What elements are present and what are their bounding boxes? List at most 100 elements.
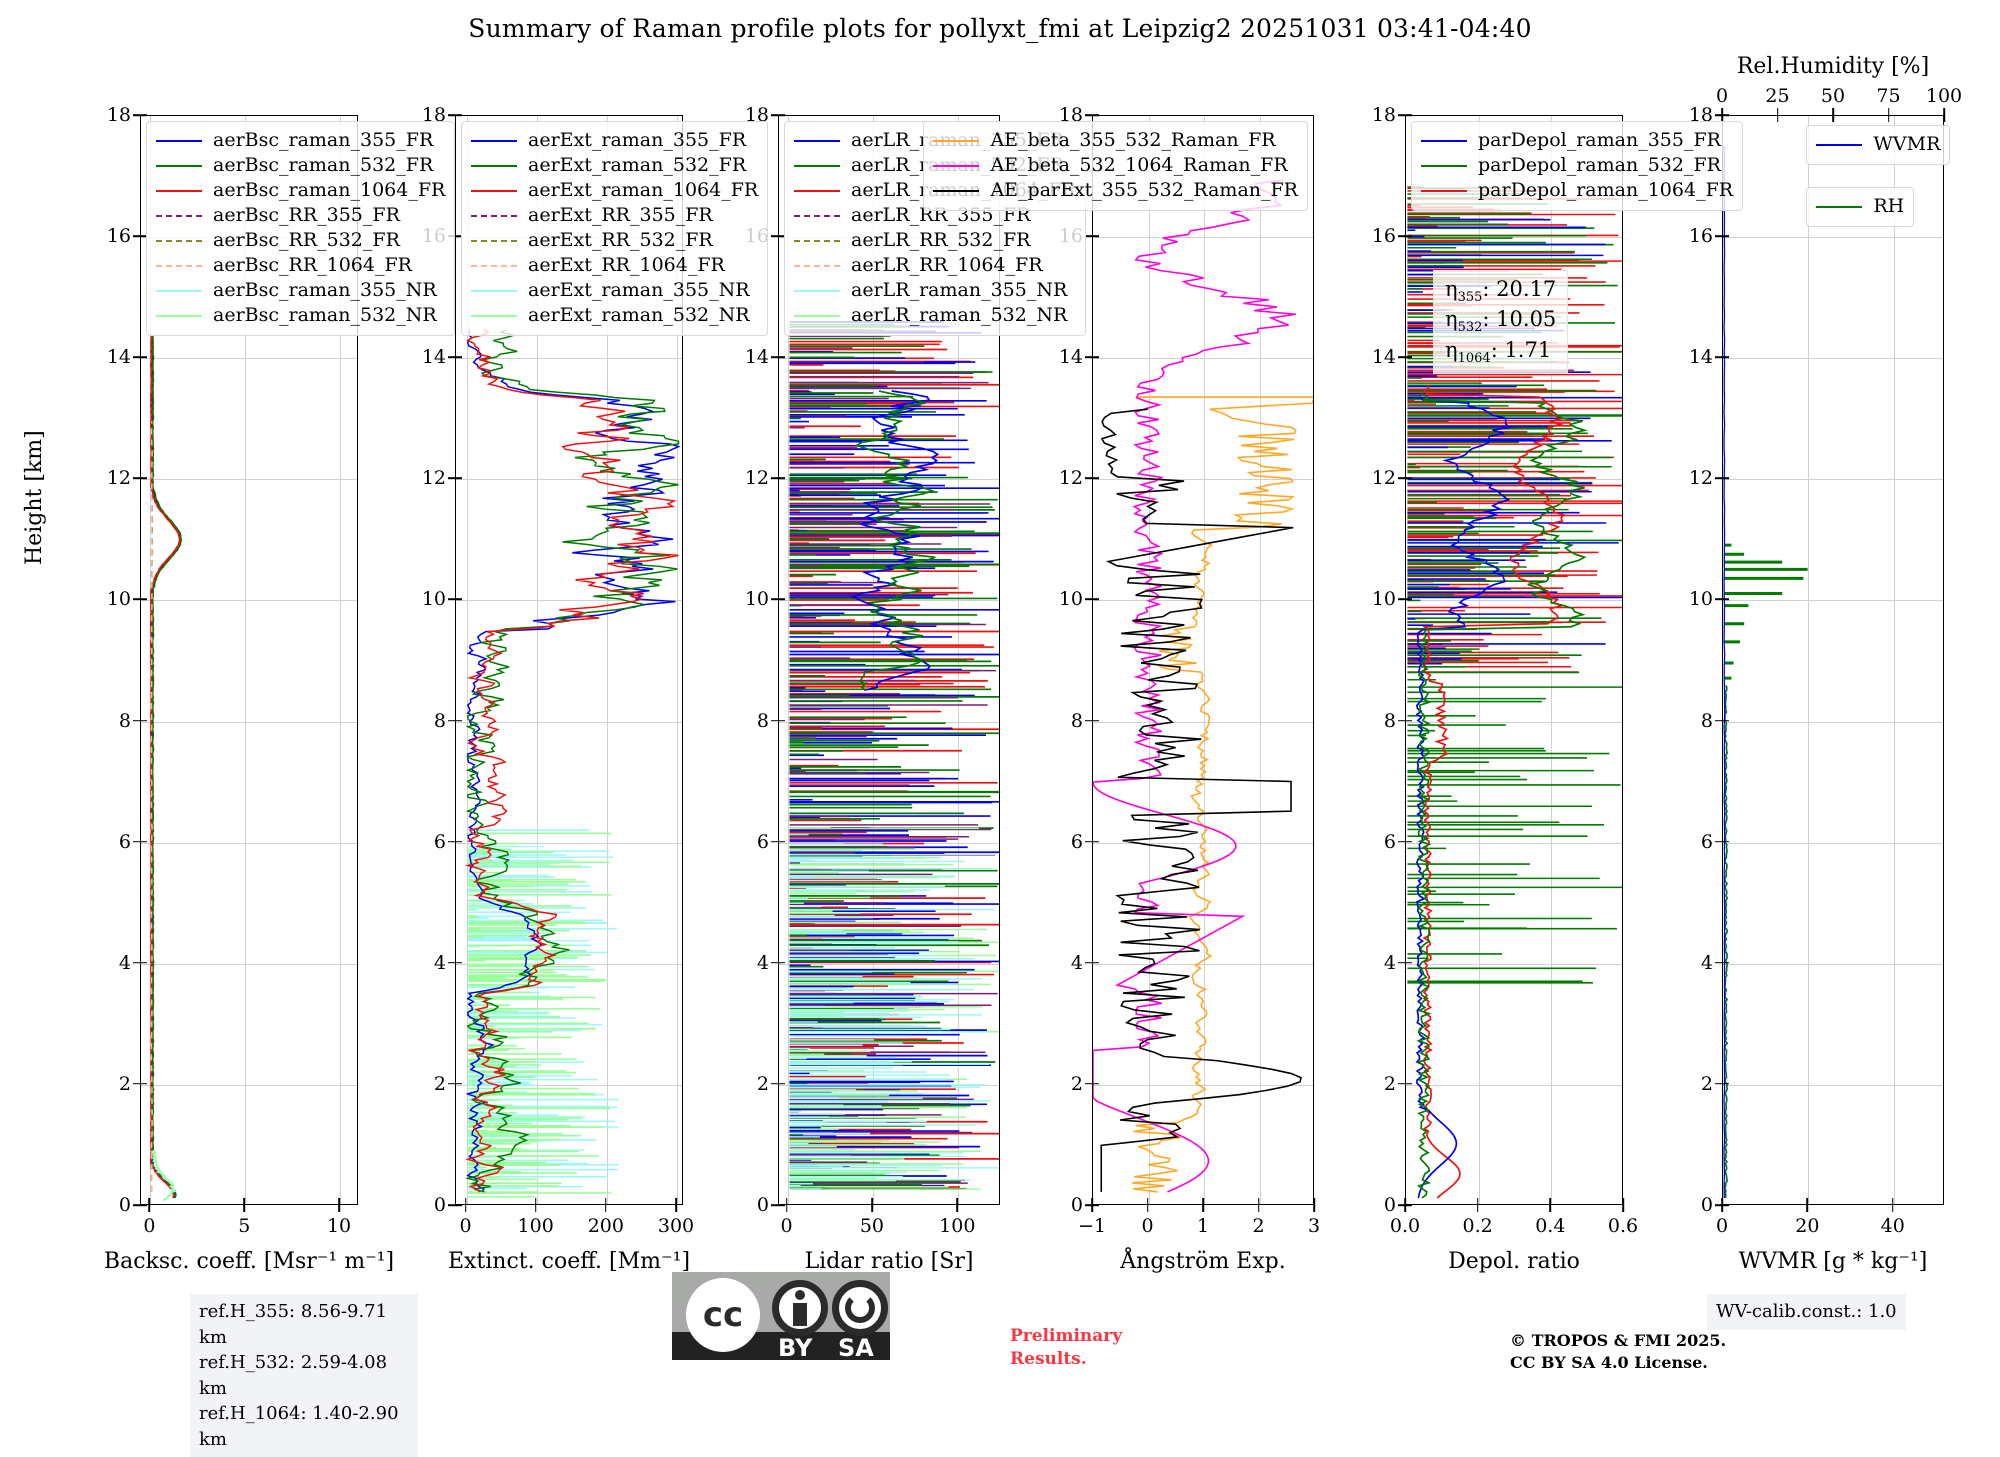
legend-item-RH: RH [1806, 187, 1915, 227]
y-tick-mark [1398, 235, 1412, 237]
y-tick-mark [1085, 1083, 1099, 1085]
gridline-h [456, 842, 682, 844]
legend-extinct: aerExt_raman_355_FR aerExt_raman_532_FR ae… [461, 121, 769, 336]
legend-swatch-icon [1816, 205, 1863, 208]
eta-symbol: η [1445, 307, 1458, 332]
legend-swatch-icon [794, 139, 840, 142]
legend-item-WVMR: WVMR [1806, 125, 1951, 165]
gridline-v [340, 116, 342, 1204]
y-tick-mark [448, 1083, 462, 1085]
eta-symbol: η [1445, 337, 1458, 362]
gridline-h [1406, 600, 1622, 602]
y-tick-label: 16 [1371, 225, 1396, 248]
legend-item-parDepol_raman_1064_FR: parDepol_raman_1064_FR [1421, 178, 1733, 203]
y-tick-label: 12 [106, 467, 131, 490]
series-line [150, 1150, 177, 1202]
gridline-h [456, 358, 682, 360]
y-tick-mark [1715, 598, 1729, 601]
y-tick-mark [1398, 961, 1412, 964]
gridline-h [1093, 963, 1313, 965]
legend-label: aerBsc_RR_1064_FR [213, 254, 412, 276]
series-line [464, 329, 679, 1193]
y-tick-mark [448, 961, 462, 964]
legend-swatch-icon [933, 189, 980, 192]
y-tick-mark [133, 1204, 147, 1206]
gridline-v [1204, 116, 1205, 1204]
top-axis-title: Rel.Humidity [%] [1736, 54, 1930, 79]
y-tick-mark [1715, 356, 1729, 359]
legend-label: aerBsc_raman_532_NR [213, 304, 437, 326]
legend-label: WVMR [1873, 133, 1941, 155]
x-tick-label: 0 [143, 1215, 156, 1237]
gridline-h [1723, 842, 1943, 844]
legend-backsc: aerBsc_raman_355_FR aerBsc_raman_532_FR ae… [146, 121, 456, 336]
y-tick-mark [1398, 1083, 1412, 1085]
y-tick-mark [133, 719, 147, 722]
x-tick-label: 200 [587, 1215, 624, 1237]
y-tick-label: 12 [1688, 467, 1713, 490]
eta-value: : 10.05 [1482, 307, 1557, 332]
y-tick-label: 6 [118, 830, 131, 853]
y-tick-mark [771, 1083, 785, 1085]
y-tick-mark [448, 477, 462, 480]
y-tick-label: 2 [118, 1072, 131, 1095]
y-tick-mark [1085, 477, 1099, 480]
y-tick-mark [771, 356, 785, 359]
eta-row-eta_532: η532: 10.05 [1445, 306, 1556, 336]
y-tick-label: 4 [433, 951, 446, 974]
y-tick-label: 8 [756, 709, 769, 732]
series-line [150, 334, 181, 1199]
y-tick-mark [133, 114, 147, 116]
legend-label: aerExt_raman_532_FR [528, 154, 747, 176]
gridline-h [456, 600, 682, 602]
y-tick-label: 16 [1688, 225, 1713, 248]
gridline-h [1406, 237, 1622, 239]
x-tick-label: 300 [657, 1215, 695, 1237]
y-tick-mark [771, 719, 785, 722]
x-axis-title-depol: Depol. ratio [1448, 1249, 1580, 1274]
x-tick-label: 50 [859, 1215, 885, 1237]
y-tick-label: 0 [1700, 1194, 1713, 1216]
y-tick-mark [771, 598, 785, 601]
y-tick-mark [133, 235, 147, 237]
legend-swatch-icon [156, 189, 202, 192]
y-tick-mark [448, 1204, 462, 1206]
legend-swatch-icon [794, 314, 840, 317]
y-tick-label: 8 [433, 709, 446, 732]
x-tick-label: 0 [1141, 1215, 1154, 1237]
gridline-h [779, 721, 999, 723]
y-tick-mark [133, 961, 147, 964]
y-tick-label: 14 [744, 346, 769, 369]
top-x-tick-mark [1943, 108, 1945, 122]
gridline-h [141, 600, 357, 602]
legend-item-parDepol_raman_355_FR: parDepol_raman_355_FR [1421, 128, 1733, 153]
y-tick-label: 14 [421, 346, 446, 369]
legend-label: aerLR_RR_1064_FR [851, 254, 1043, 276]
y-tick-label: 4 [1700, 951, 1713, 974]
legend-label: aerBsc_raman_355_FR [213, 129, 434, 151]
y-tick-mark [448, 356, 462, 359]
gridline-h [1723, 479, 1943, 481]
x-tick-label: 0.2 [1462, 1215, 1493, 1237]
y-tick-mark [133, 477, 147, 480]
legend-item-aerExt_raman_532_NR: aerExt_raman_532_NR [471, 303, 758, 328]
cc-license-badge: cc BY SA [672, 1272, 890, 1362]
top-x-tick-label: 100 [1925, 85, 1963, 107]
legend-item-aerLR_raman_532_NR: aerLR_raman_532_NR [794, 303, 1076, 328]
x-tick-mark [1806, 1198, 1809, 1212]
x-tick-label: 3 [1307, 1215, 1321, 1237]
gridline-h [141, 721, 357, 723]
y-tick-label: 14 [1058, 346, 1083, 369]
legend-item-parDepol_raman_532_FR: parDepol_raman_532_FR [1421, 153, 1733, 178]
x-tick-label: 0.6 [1607, 1215, 1639, 1237]
y-tick-label: 12 [744, 467, 769, 490]
x-tick-mark [1257, 1198, 1260, 1212]
gridline-h [456, 721, 682, 723]
legend-swatch-icon [1816, 143, 1863, 146]
gridline-v [606, 116, 608, 1204]
y-tick-mark [1715, 719, 1729, 722]
y-tick-mark [1085, 961, 1099, 964]
legend-label: aerLR_raman_355_NR [851, 279, 1068, 301]
cc-logo-text: cc [702, 1295, 744, 1335]
legend-depol: parDepol_raman_355_FR parDepol_raman_532_… [1411, 121, 1744, 211]
